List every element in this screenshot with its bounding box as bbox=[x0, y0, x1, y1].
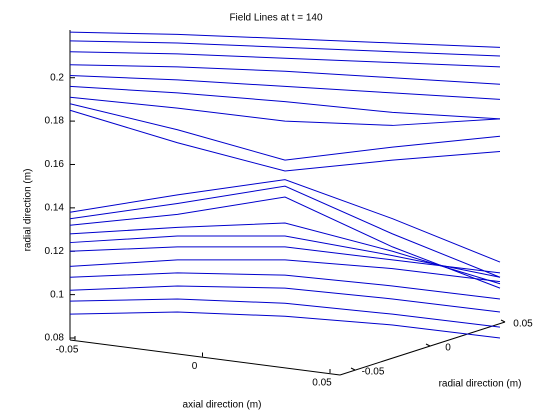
field-line bbox=[69, 285, 501, 313]
field-line bbox=[69, 272, 501, 300]
field-line bbox=[69, 31, 501, 48]
z-tick-label: 0.05 bbox=[513, 319, 533, 330]
field-line bbox=[69, 179, 501, 263]
field-line bbox=[69, 75, 501, 100]
y-tick-label: 0.2 bbox=[50, 72, 64, 83]
z-tick bbox=[350, 367, 356, 371]
field-line bbox=[69, 51, 501, 68]
z-tick-label: 0 bbox=[445, 343, 451, 354]
y-tick-label: 0.12 bbox=[45, 246, 65, 257]
z-tick bbox=[500, 319, 506, 323]
field-line bbox=[69, 64, 501, 85]
x-axis bbox=[69, 339, 341, 376]
chart-title: Field Lines at t = 140 bbox=[229, 13, 323, 24]
field-line bbox=[69, 298, 501, 328]
z-tick bbox=[425, 343, 431, 347]
field-line bbox=[69, 109, 501, 172]
z-axis bbox=[339, 321, 506, 376]
field-line bbox=[69, 246, 501, 274]
y-tick-label: 0.08 bbox=[45, 333, 65, 344]
field-line bbox=[69, 185, 501, 278]
y-tick-label: 0.16 bbox=[45, 159, 65, 170]
x-tick-label: -0.05 bbox=[56, 345, 79, 356]
x-axis-label: axial direction (m) bbox=[183, 400, 262, 411]
field-line bbox=[69, 311, 501, 339]
z-tick-label: -0.05 bbox=[362, 367, 385, 378]
y-axis-label: radial direction (m) bbox=[23, 169, 34, 252]
field-line bbox=[69, 40, 501, 57]
z-axis-label: radial direction (m) bbox=[439, 379, 522, 390]
field-line bbox=[69, 259, 501, 283]
x-tick-label: 0 bbox=[192, 361, 198, 372]
field-line bbox=[69, 85, 501, 120]
field-line bbox=[69, 196, 501, 289]
x-tick-label: 0.05 bbox=[312, 378, 332, 389]
field-line bbox=[69, 235, 501, 278]
field-line bbox=[69, 222, 501, 285]
y-tick-label: 0.1 bbox=[50, 289, 64, 300]
y-tick-label: 0.18 bbox=[45, 116, 65, 127]
field-line bbox=[69, 103, 501, 161]
y-tick-label: 0.14 bbox=[45, 202, 65, 213]
field-line bbox=[69, 96, 501, 126]
